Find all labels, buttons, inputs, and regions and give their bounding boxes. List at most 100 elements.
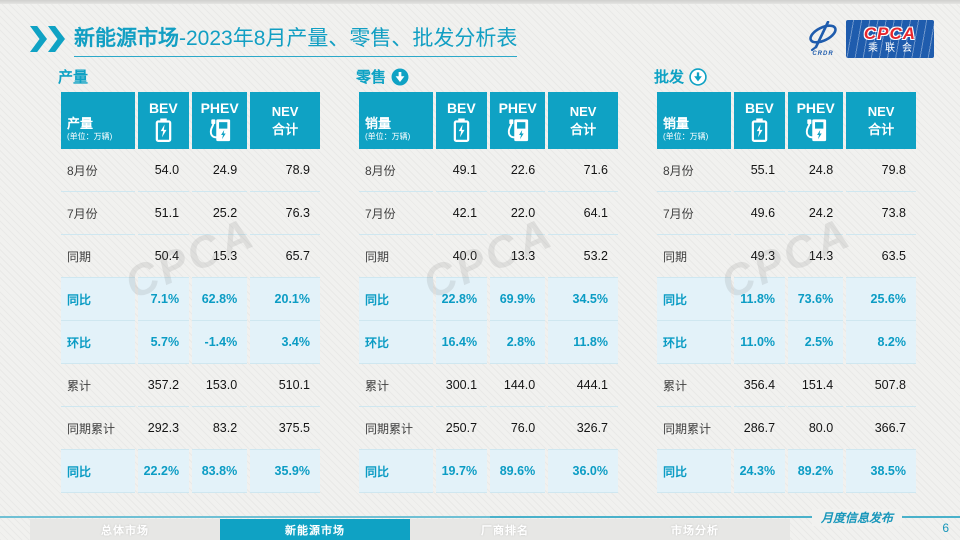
- cell-value: 151.4: [788, 364, 844, 407]
- footer-tab-市场分析[interactable]: 市场分析: [671, 524, 719, 537]
- table-row: 累计 357.2 153.0 510.1: [61, 364, 320, 407]
- table-body: 8月份 54.0 24.9 78.9 7月份 51.1 25.2 76.3 同期 50.4 15.3…: [61, 149, 320, 493]
- section-header: 产量: [58, 64, 323, 89]
- bev-column-header: BEV: [137, 92, 190, 149]
- unit-label: 销量: [663, 115, 690, 131]
- data-table: 销量 (单位：万辆) BEV: [356, 92, 621, 493]
- table-row: 同期 40.0 13.3 53.2: [359, 235, 618, 278]
- cpca-logo: CRDR CPCA 乘联会: [805, 20, 934, 58]
- row-label: 累计: [61, 364, 135, 407]
- table-row: 同期 49.3 14.3 63.5: [657, 235, 916, 278]
- table-body: 8月份 49.1 22.6 71.6 7月份 42.1 22.0 64.1 同期 40.0 13.3…: [359, 149, 618, 493]
- row-label: 环比: [657, 321, 731, 364]
- data-table: 产量 (单位：万辆) BEV: [58, 92, 323, 493]
- footer-tab-新能源市场[interactable]: 新能源市场: [220, 519, 410, 540]
- slide-top-edge: [0, 0, 960, 4]
- row-label: 7月份: [657, 192, 731, 235]
- section-title: 批发: [654, 69, 685, 86]
- table-body: 8月份 55.1 24.8 79.8 7月份 49.6 24.2 73.8 同期 49.3 14.3…: [657, 149, 916, 493]
- phev-column-header: PHEV: [788, 92, 844, 149]
- cell-value: 19.7%: [435, 450, 488, 493]
- cell-value: 78.9: [250, 149, 320, 192]
- footer-divider-line: [0, 516, 960, 518]
- table-header-row: 销量 (单位：万辆) BEV: [657, 92, 916, 149]
- cell-value: 20.1%: [250, 278, 320, 321]
- cell-value: 14.3: [788, 235, 844, 278]
- cpca-logo-text: CPCA: [863, 23, 917, 43]
- battery-icon: [138, 118, 189, 142]
- unit-sub-label: (单位：万辆): [663, 131, 709, 141]
- cell-value: 444.1: [548, 364, 618, 407]
- row-label: 环比: [61, 321, 135, 364]
- cell-value: 8.2%: [846, 321, 916, 364]
- cell-value: 50.4: [137, 235, 190, 278]
- cell-value: 356.4: [733, 364, 786, 407]
- cell-value: 300.1: [435, 364, 488, 407]
- table-row: 同比 22.2% 83.8% 35.9%: [61, 450, 320, 493]
- row-label: 同期: [657, 235, 731, 278]
- table-row: 环比 11.0% 2.5% 8.2%: [657, 321, 916, 364]
- row-label: 8月份: [61, 149, 135, 192]
- table-row: 8月份 55.1 24.8 79.8: [657, 149, 916, 192]
- table-row: 累计 300.1 144.0 444.1: [359, 364, 618, 407]
- page-title: 新能源市场-2023年8月产量、零售、批发分析表: [74, 22, 518, 57]
- cell-value: -1.4%: [192, 321, 248, 364]
- cell-value: 51.1: [137, 192, 190, 235]
- table-row: 8月份 49.1 22.6 71.6: [359, 149, 618, 192]
- cell-value: 89.2%: [788, 450, 844, 493]
- cell-value: 49.1: [435, 149, 488, 192]
- cell-value: 62.8%: [192, 278, 248, 321]
- row-label: 同比: [657, 278, 731, 321]
- cell-value: 24.2: [788, 192, 844, 235]
- cell-value: 507.8: [846, 364, 916, 407]
- cell-value: 42.1: [435, 192, 488, 235]
- page-title-emphasis: 新能源市场: [74, 26, 179, 50]
- cell-value: 34.5%: [548, 278, 618, 321]
- row-label: 同比: [359, 450, 433, 493]
- footer-tabs: 总体市场 新能源市场 厂商排名 市场分析: [30, 519, 790, 540]
- cell-value: 16.4%: [435, 321, 488, 364]
- chevron-right-icon: [48, 26, 65, 52]
- cell-value: 250.7: [435, 407, 488, 450]
- cpca-swirl-icon: [809, 21, 837, 52]
- cell-value: 83.8%: [192, 450, 248, 493]
- table-row: 同比 7.1% 62.8% 20.1%: [61, 278, 320, 321]
- table-row: 同期 50.4 15.3 65.7: [61, 235, 320, 278]
- cell-value: 144.0: [490, 364, 546, 407]
- cell-value: 11.8%: [548, 321, 618, 364]
- table-row: 累计 356.4 151.4 507.8: [657, 364, 916, 407]
- footer-tab-厂商排名[interactable]: 厂商排名: [481, 524, 529, 537]
- battery-icon: [436, 118, 487, 142]
- data-table-section: 产量 产量 (单位：万辆): [58, 64, 323, 493]
- cell-value: 7.1%: [137, 278, 190, 321]
- cell-value: 71.6: [548, 149, 618, 192]
- table-corner-cell: 产量 (单位：万辆): [61, 92, 135, 149]
- tables-row: 产量 产量 (单位：万辆): [58, 64, 919, 493]
- section-header: 零售: [356, 64, 621, 89]
- table-row: 7月份 51.1 25.2 76.3: [61, 192, 320, 235]
- cell-value: 79.8: [846, 149, 916, 192]
- publication-label: 月度信息发布: [811, 509, 902, 526]
- arrow-down-circle-outline-icon: [689, 67, 707, 86]
- unit-label: 产量: [67, 115, 94, 131]
- table-row: 7月份 49.6 24.2 73.8: [657, 192, 916, 235]
- cell-value: 49.6: [733, 192, 786, 235]
- unit-sub-label: (单位：万辆): [67, 131, 113, 141]
- table-corner-cell: 销量 (单位：万辆): [657, 92, 731, 149]
- row-label: 同比: [61, 278, 135, 321]
- row-label: 累计: [657, 364, 731, 407]
- row-label: 环比: [359, 321, 433, 364]
- cell-value: 11.8%: [733, 278, 786, 321]
- row-label: 同比: [657, 450, 731, 493]
- row-label: 8月份: [657, 149, 731, 192]
- cell-value: 375.5: [250, 407, 320, 450]
- data-table-section: 零售 销量 (单位：万辆): [356, 64, 621, 493]
- cell-value: 510.1: [250, 364, 320, 407]
- phev-column-header: PHEV: [490, 92, 546, 149]
- cell-value: 292.3: [137, 407, 190, 450]
- cell-value: 357.2: [137, 364, 190, 407]
- nev-column-header: NEV 合计: [548, 92, 618, 149]
- footer-tab-总体市场[interactable]: 总体市场: [101, 524, 149, 537]
- table-row: 同比 11.8% 73.6% 25.6%: [657, 278, 916, 321]
- cell-value: 24.3%: [733, 450, 786, 493]
